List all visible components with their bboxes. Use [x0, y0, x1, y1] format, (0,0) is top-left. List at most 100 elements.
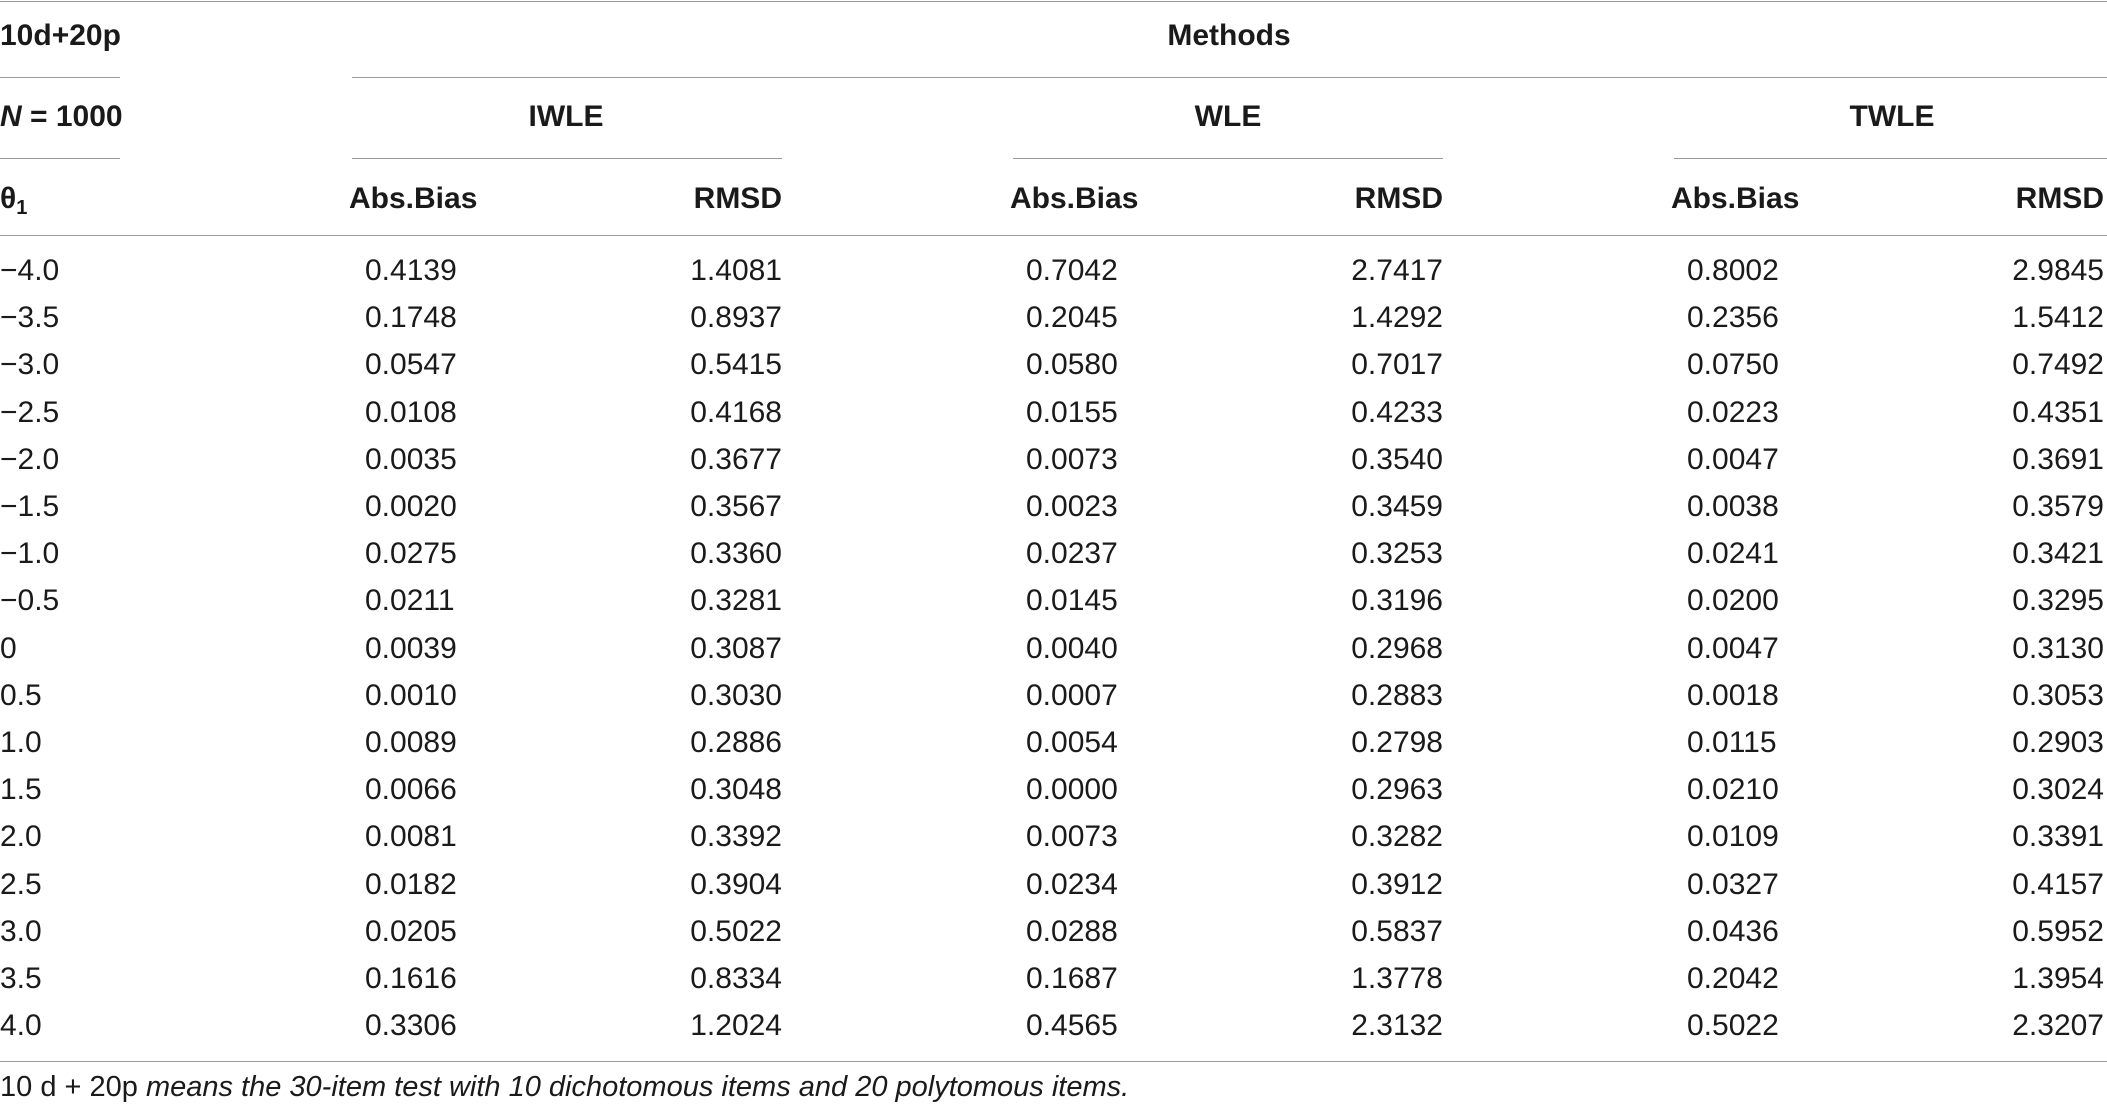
cell-iwle-rmsd: 1.2024	[690, 1009, 782, 1042]
cell-twle-absbias: 0.0241	[1687, 537, 1779, 570]
header-bottom-rule	[0, 235, 2107, 236]
cell-iwle-rmsd: 0.3048	[690, 773, 782, 806]
cell-wle-rmsd: 0.2798	[1351, 726, 1443, 759]
methods-header: Methods	[1167, 19, 1291, 52]
cell-wle-absbias: 0.0040	[1026, 632, 1118, 665]
cell-wle-absbias: 0.0288	[1026, 915, 1118, 948]
cell-wle-rmsd: 0.3912	[1351, 868, 1443, 901]
cell-twle-rmsd: 0.3691	[2012, 443, 2104, 476]
cell-twle-absbias: 0.2042	[1687, 962, 1779, 995]
subheader-iwle-absbias: Abs.Bias	[349, 182, 478, 215]
corner-rule-1	[0, 77, 120, 78]
cell-twle-absbias: 0.0038	[1687, 490, 1779, 523]
cell-iwle-rmsd: 0.3392	[690, 820, 782, 853]
cell-iwle-absbias: 0.0182	[365, 868, 457, 901]
cell-twle-rmsd: 0.3579	[2012, 490, 2104, 523]
cell-twle-rmsd: 0.3024	[2012, 773, 2104, 806]
cell-twle-absbias: 0.0047	[1687, 443, 1779, 476]
cell-twle-rmsd: 0.4351	[2012, 396, 2104, 429]
cell-iwle-absbias: 0.1616	[365, 962, 457, 995]
cell-wle-absbias: 0.0073	[1026, 820, 1118, 853]
corner-theta-label: θ1	[0, 182, 27, 225]
cell-wle-absbias: 0.2045	[1026, 301, 1118, 334]
cell-wle-absbias: 0.0000	[1026, 773, 1118, 806]
cell-twle-absbias: 0.0047	[1687, 632, 1779, 665]
cell-wle-absbias: 0.0145	[1026, 584, 1118, 617]
method-header-wle: WLE	[1194, 100, 1262, 133]
cell-iwle-absbias: 0.0547	[365, 348, 457, 381]
cell-iwle-absbias: 0.0039	[365, 632, 457, 665]
cell-wle-rmsd: 0.3540	[1351, 443, 1443, 476]
theta-value: 0	[0, 632, 17, 665]
cell-wle-rmsd: 2.3132	[1351, 1009, 1443, 1042]
theta-value: −1.5	[0, 490, 60, 523]
cell-twle-absbias: 0.0018	[1687, 679, 1779, 712]
theta-value: −4.0	[0, 254, 60, 287]
subheader-twle-absbias: Abs.Bias	[1671, 182, 1800, 215]
cell-twle-absbias: 0.0223	[1687, 396, 1779, 429]
corner-sample-size: N = 1000	[0, 100, 123, 134]
cell-iwle-absbias: 0.0211	[365, 584, 455, 617]
cell-wle-absbias: 0.0023	[1026, 490, 1118, 523]
cell-wle-rmsd: 0.4233	[1351, 396, 1443, 429]
cell-wle-absbias: 0.0073	[1026, 443, 1118, 476]
cell-twle-absbias: 0.0436	[1687, 915, 1779, 948]
cell-twle-absbias: 0.8002	[1687, 254, 1779, 287]
cell-iwle-rmsd: 0.3087	[690, 632, 782, 665]
cell-wle-absbias: 0.0234	[1026, 868, 1118, 901]
cell-iwle-absbias: 0.3306	[365, 1009, 457, 1042]
cell-twle-absbias: 0.0115	[1687, 726, 1777, 759]
wle-rule	[1013, 158, 1443, 159]
cell-twle-absbias: 0.2356	[1687, 301, 1779, 334]
cell-wle-absbias: 0.4565	[1026, 1009, 1118, 1042]
cell-iwle-rmsd: 0.3360	[690, 537, 782, 570]
cell-twle-absbias: 0.0109	[1687, 820, 1779, 853]
cell-twle-absbias: 0.0200	[1687, 584, 1779, 617]
cell-wle-rmsd: 0.2968	[1351, 632, 1443, 665]
cell-twle-absbias: 0.0210	[1687, 773, 1779, 806]
cell-twle-rmsd: 0.7492	[2012, 348, 2104, 381]
cell-twle-rmsd: 2.3207	[2012, 1009, 2104, 1042]
sample-size-symbol: N	[0, 100, 22, 133]
cell-twle-rmsd: 0.3130	[2012, 632, 2104, 665]
cell-wle-absbias: 0.1687	[1026, 962, 1118, 995]
cell-iwle-rmsd: 0.5415	[690, 348, 782, 381]
theta-value: 2.5	[0, 868, 42, 901]
cell-wle-absbias: 0.0580	[1026, 348, 1118, 381]
method-header-twle: TWLE	[1849, 100, 1935, 133]
cell-iwle-absbias: 0.0275	[365, 537, 457, 570]
cell-iwle-absbias: 0.4139	[365, 254, 457, 287]
theta-symbol: θ	[0, 182, 17, 215]
theta-value: −2.0	[0, 443, 60, 476]
cell-wle-absbias: 0.0007	[1026, 679, 1118, 712]
cell-iwle-absbias: 0.0108	[365, 396, 457, 429]
cell-wle-rmsd: 0.2963	[1351, 773, 1443, 806]
theta-value: 3.5	[0, 962, 42, 995]
cell-twle-absbias: 0.0327	[1687, 868, 1779, 901]
cell-iwle-rmsd: 1.4081	[690, 254, 782, 287]
cell-wle-absbias: 0.7042	[1026, 254, 1118, 287]
cell-wle-rmsd: 0.3282	[1351, 820, 1443, 853]
corner-rule-2	[0, 158, 120, 159]
cell-wle-rmsd: 1.4292	[1351, 301, 1443, 334]
table-footnote: 10 d + 20p means the 30-item test with 1…	[0, 1070, 1129, 1104]
subheader-wle-absbias: Abs.Bias	[1010, 182, 1139, 215]
cell-wle-rmsd: 0.2883	[1351, 679, 1443, 712]
cell-twle-rmsd: 0.3053	[2012, 679, 2104, 712]
sample-size-value: = 1000	[21, 100, 123, 133]
cell-twle-rmsd: 0.5952	[2012, 915, 2104, 948]
cell-wle-rmsd: 1.3778	[1351, 962, 1443, 995]
cell-iwle-rmsd: 0.3030	[690, 679, 782, 712]
cell-wle-absbias: 0.0054	[1026, 726, 1118, 759]
cell-iwle-rmsd: 0.8937	[690, 301, 782, 334]
cell-twle-rmsd: 0.4157	[2012, 868, 2104, 901]
cell-iwle-rmsd: 0.3281	[690, 584, 782, 617]
footnote-prefix: 10 d + 20p	[0, 1071, 138, 1103]
table-bottom-rule	[0, 1061, 2107, 1062]
cell-iwle-absbias: 0.0010	[365, 679, 457, 712]
table-top-rule	[0, 1, 2107, 2]
cell-wle-rmsd: 0.7017	[1351, 348, 1443, 381]
cell-twle-absbias: 0.0750	[1687, 348, 1779, 381]
theta-value: 3.0	[0, 915, 42, 948]
